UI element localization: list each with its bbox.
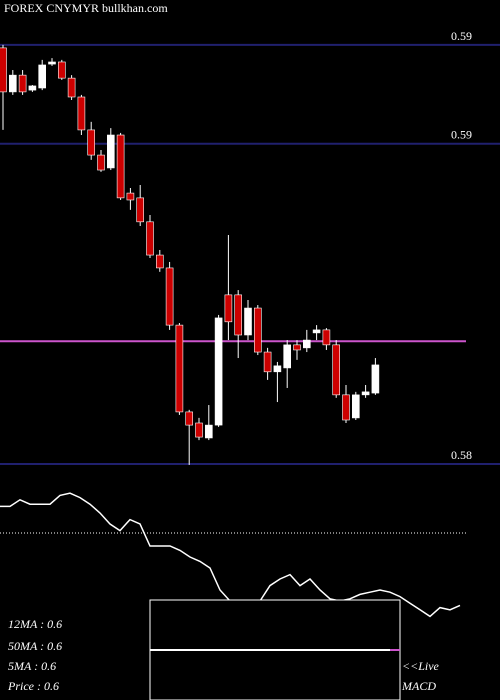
y-tick-label: 0.59 bbox=[451, 29, 472, 43]
candle-body bbox=[214, 317, 223, 426]
candle-body bbox=[116, 134, 125, 199]
y-tick-label: 0.59 bbox=[451, 128, 472, 142]
annotation: 12MA : 0.6 bbox=[8, 617, 62, 631]
candle-body bbox=[18, 74, 27, 93]
candle-body bbox=[234, 294, 242, 336]
annotation: 50MA : 0.6 bbox=[8, 639, 62, 653]
candle-body bbox=[67, 77, 76, 98]
candle-body bbox=[361, 391, 370, 396]
candle-body bbox=[263, 351, 272, 373]
annotation: 5MA : 0.6 bbox=[8, 659, 56, 673]
candle-body bbox=[283, 344, 292, 369]
candle-body bbox=[48, 61, 56, 65]
candle-body bbox=[0, 47, 7, 93]
candle-body bbox=[322, 329, 331, 346]
candle-body bbox=[185, 411, 193, 426]
candle-body bbox=[156, 254, 164, 269]
candle-body bbox=[126, 192, 135, 201]
candle-body bbox=[87, 129, 95, 156]
candle-body bbox=[146, 221, 154, 256]
candle-body bbox=[351, 394, 360, 419]
candle-body bbox=[273, 365, 282, 373]
annotation: MACD bbox=[401, 679, 436, 693]
candle-body bbox=[312, 329, 321, 334]
candle-body bbox=[77, 96, 86, 131]
annotation: <<Live bbox=[402, 659, 440, 673]
candle-body bbox=[107, 134, 115, 169]
candle-body bbox=[244, 307, 252, 336]
candle-body bbox=[38, 64, 47, 89]
candle-body bbox=[175, 324, 184, 413]
candle-body bbox=[9, 74, 17, 93]
candle-body bbox=[136, 197, 144, 223]
candle-body bbox=[97, 154, 105, 171]
candle-body bbox=[371, 364, 380, 394]
candle-body bbox=[254, 307, 262, 353]
candle-body bbox=[342, 394, 350, 421]
candle-body bbox=[28, 85, 37, 91]
candle-body bbox=[224, 294, 233, 323]
candle-body bbox=[57, 61, 66, 79]
candle-body bbox=[302, 339, 311, 349]
candle-body bbox=[195, 422, 203, 438]
candle-body bbox=[205, 424, 213, 439]
y-tick-label: 0.58 bbox=[451, 448, 472, 462]
candle-body bbox=[293, 344, 301, 351]
candle-body bbox=[332, 344, 341, 396]
annotation: Price : 0.6 bbox=[7, 679, 59, 693]
chart-title: FOREX CNYMYR bullkhan.com bbox=[4, 1, 168, 15]
candle-body bbox=[165, 267, 174, 326]
